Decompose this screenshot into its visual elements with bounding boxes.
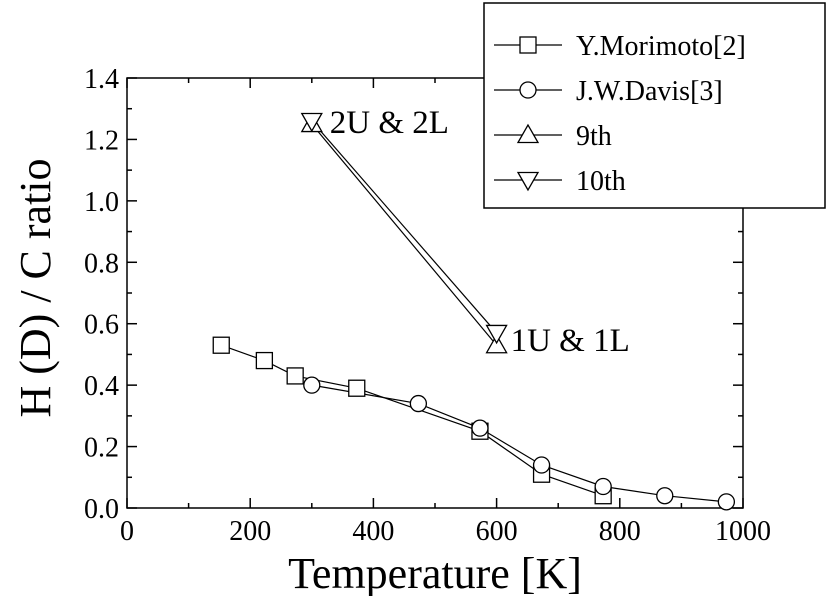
data-point-circle — [656, 487, 674, 505]
y-axis-label: H (D) / C ratio — [11, 158, 60, 417]
x-tick-label: 800 — [599, 516, 641, 547]
data-point-circle — [471, 419, 489, 437]
series-line-2 — [311, 123, 498, 346]
y-tick-label: 1.0 — [84, 187, 119, 218]
legend-entry: 9th — [576, 121, 612, 152]
legend-entry: J.W.Davis[3] — [576, 76, 723, 107]
legend-marker-square — [519, 36, 537, 54]
data-point-triangle-down — [485, 324, 508, 345]
x-tick-label: 1000 — [715, 516, 771, 547]
legend-marker-circle — [519, 81, 537, 99]
data-point-circle — [303, 376, 321, 394]
legend-box — [483, 2, 826, 209]
data-point-circle — [717, 493, 736, 511]
y-tick-label: 0.8 — [84, 248, 119, 279]
annotations: 2U & 2L 1U & 1L — [330, 105, 630, 359]
legend: Y.Morimoto[2] J.W.Davis[3] 9th 10th — [483, 2, 826, 209]
annotation-label: 2U & 2L — [330, 105, 449, 141]
legend-marker-triangle-down — [516, 171, 540, 192]
series-markers — [212, 112, 736, 511]
data-point-square — [286, 367, 304, 385]
x-tick-label: 600 — [476, 516, 518, 547]
series-line-1 — [311, 384, 727, 503]
data-point-square — [255, 351, 274, 370]
series-line-3 — [311, 120, 498, 334]
x-tick-label: 0 — [120, 516, 134, 547]
y-tick-label: 0.0 — [84, 494, 119, 525]
legend-marker-triangle-up — [516, 123, 540, 144]
data-point-square — [348, 379, 366, 397]
annotation-label: 1U & 1L — [511, 323, 630, 359]
data-point-circle — [409, 394, 428, 413]
y-tick-label: 1.4 — [84, 64, 119, 95]
data-point-square — [212, 336, 230, 354]
data-point-circle — [594, 477, 612, 496]
y-tick-label: 0.6 — [84, 310, 119, 341]
data-point-triangle-down — [300, 112, 323, 133]
x-tick-label: 200 — [229, 516, 271, 547]
x-axis-label: Temperature [K] — [288, 549, 582, 596]
data-point-circle — [532, 456, 551, 474]
y-tick-label: 0.4 — [84, 371, 119, 402]
y-tick-label: 1.2 — [84, 125, 119, 156]
legend-entry: Y.Morimoto[2] — [576, 31, 746, 62]
tick-labels: 0 200 400 600 800 1000 0.0 0.2 0.4 0.6 0.8 1.0 1.2 1.… — [84, 64, 771, 547]
y-tick-label: 0.2 — [84, 433, 119, 464]
x-tick-label: 400 — [352, 516, 394, 547]
legend-entry: 10th — [576, 166, 626, 197]
